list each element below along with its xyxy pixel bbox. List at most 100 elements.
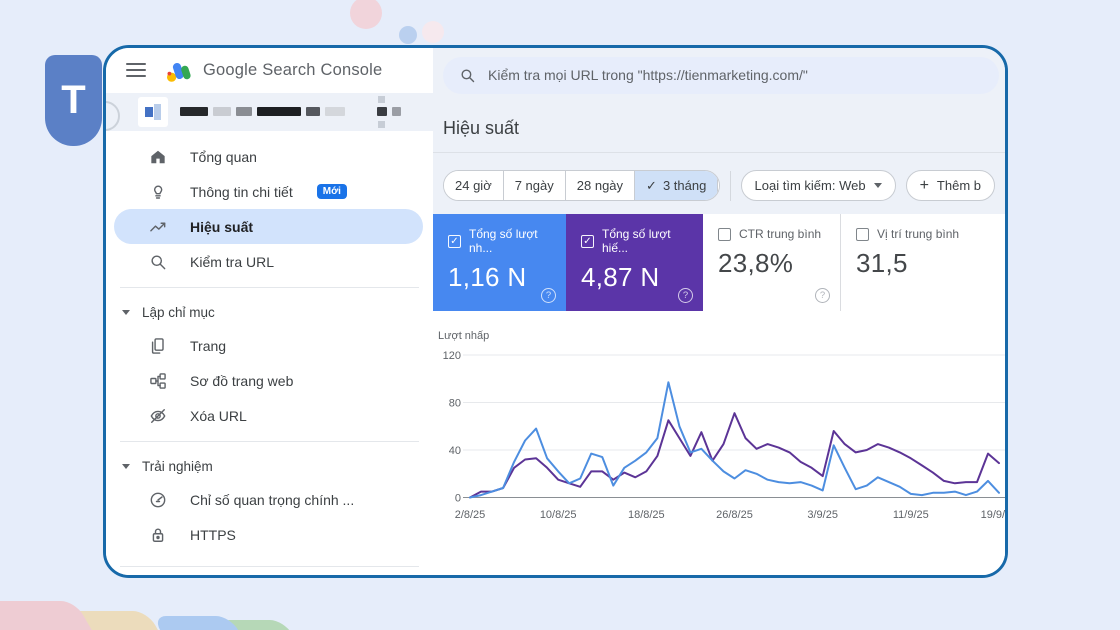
sitemap-icon (148, 371, 168, 391)
sidebar-item-https[interactable]: HTTPS (106, 517, 433, 552)
checkbox-checked-icon[interactable]: ✓ (448, 234, 461, 248)
main-panel: Kiểm tra mọi URL trong "https://tienmark… (433, 48, 1005, 575)
title-row: Hiệu suất (433, 102, 1005, 152)
url-inspect-search-input[interactable]: Kiểm tra mọi URL trong "https://tienmark… (443, 56, 999, 94)
section-lap-chi-muc[interactable]: Lập chỉ mục (106, 296, 433, 328)
range-7d-button[interactable]: 7 ngày (502, 171, 565, 200)
svg-text:11/9/25: 11/9/25 (893, 509, 929, 521)
search-type-filter-button[interactable]: Loại tìm kiếm: Web (740, 170, 896, 201)
metric-card-clicks[interactable]: ✓ Tổng số lượt nh... 1,16 N ? (433, 214, 566, 311)
brand-badge: T (45, 55, 102, 146)
chevron-down-icon (122, 463, 130, 469)
sidebar-item-label: Kiểm tra URL (190, 253, 275, 270)
decor-circle-pink (350, 0, 382, 29)
report-area: ✓ Tổng số lượt nh... 1,16 N ? ✓ Tổng số … (433, 214, 1005, 575)
sidebar-item-so-do-trang-web[interactable]: Sơ đồ trang web (106, 363, 433, 398)
eye-off-icon (148, 406, 168, 426)
menu-icon[interactable] (126, 59, 146, 81)
add-filter-button[interactable]: + Thêm b (905, 170, 995, 201)
help-glyph: ? (545, 290, 552, 301)
svg-text:Lượt nhấp: Lượt nhấp (438, 330, 489, 342)
metric-cards-row: ✓ Tổng số lượt nh... 1,16 N ? ✓ Tổng số … (433, 214, 1005, 311)
sidebar-item-label: Tổng quan (190, 148, 257, 165)
check-icon: ✓ (646, 177, 657, 193)
metric-value: 1,16 N (448, 262, 527, 292)
pixelation-artifact (378, 95, 385, 103)
help-glyph: ? (682, 290, 689, 301)
metric-card-position[interactable]: Vị trí trung bình 31,5 (840, 214, 1005, 311)
checkbox-unchecked-icon[interactable] (856, 227, 869, 241)
search-icon (148, 252, 168, 272)
search-type-label: Loại tìm kiếm: Web (754, 178, 866, 193)
speedometer-icon (148, 490, 168, 510)
svg-text:10/8/25: 10/8/25 (540, 509, 577, 521)
sidebar-item-trang[interactable]: Trang (106, 328, 433, 363)
performance-trend-icon (148, 217, 168, 237)
metric-card-ctr[interactable]: CTR trung bình 23,8% ? (703, 214, 840, 311)
sidebar-item-kiem-tra-url[interactable]: Kiểm tra URL (106, 244, 433, 279)
svg-text:19/9/25: 19/9/25 (981, 509, 1005, 521)
property-arc-decoration (106, 100, 120, 131)
metric-card-impressions[interactable]: ✓ Tổng số lượt hiế... 4,87 N ? (566, 214, 703, 311)
sidebar-item-xoa-url[interactable]: Xóa URL (106, 398, 433, 433)
page-title: Hiệu suất (443, 118, 520, 138)
range-28d-button[interactable]: 28 ngày (564, 171, 635, 200)
metric-label: Tổng số lượt hiế... (602, 227, 671, 255)
checkbox-unchecked-icon[interactable] (718, 227, 731, 241)
range-label: 28 ngày (576, 178, 624, 193)
filter-bar: 24 giờ 7 ngày 28 ngày ✓ 3 tháng Thêm Loạ… (433, 153, 1005, 205)
divider (433, 152, 1005, 153)
range-label: 7 ngày (514, 178, 554, 193)
top-search-row: Kiểm tra mọi URL trong "https://tienmark… (433, 48, 1005, 102)
help-icon[interactable]: ? (678, 288, 693, 303)
lock-icon (148, 525, 168, 545)
brand-badge-letter: T (61, 78, 86, 122)
search-console-logo-icon (167, 62, 191, 82)
pages-icon (148, 336, 168, 356)
metric-label: CTR trung bình (739, 227, 822, 241)
sidebar-item-chi-so-quan-trong[interactable]: Chỉ số quan trọng chính ... (106, 482, 433, 517)
property-selector[interactable] (106, 92, 433, 131)
section-title: Lập chỉ mục (142, 304, 215, 320)
app-title: Google Search Console (203, 60, 383, 79)
lightbulb-icon (148, 182, 168, 202)
property-name-redacted (180, 107, 401, 117)
sidebar-item-label: HTTPS (190, 526, 236, 543)
checkbox-checked-icon[interactable]: ✓ (581, 234, 594, 248)
sidebar-item-hieu-suat[interactable]: Hiệu suất (114, 209, 423, 244)
svg-text:40: 40 (449, 445, 461, 457)
chevron-down-icon (873, 183, 882, 188)
property-favicon (138, 96, 168, 127)
metric-label: Vị trí trung bình (877, 227, 960, 241)
sidebar-item-label: Sơ đồ trang web (190, 372, 294, 389)
help-icon[interactable]: ? (541, 288, 556, 303)
decor-circle-pale (422, 21, 444, 43)
section-trai-nghiem[interactable]: Trải nghiệm (106, 450, 433, 482)
sidebar-nav: Tổng quan Thông tin chi tiết Mới Hiệu su… (106, 131, 433, 575)
sidebar-item-label: Hiệu suất (190, 218, 254, 235)
divider (120, 441, 419, 442)
sidebar-item-label: Xóa URL (190, 407, 247, 424)
plus-icon: + (919, 176, 929, 194)
sidebar: Google Search Console (106, 48, 433, 575)
sidebar-item-tong-quan[interactable]: Tổng quan (106, 139, 433, 174)
sidebar-item-thong-tin-chi-tiet[interactable]: Thông tin chi tiết Mới (106, 174, 433, 209)
divider (120, 566, 419, 567)
new-badge: Mới (316, 184, 347, 199)
sidebar-item-label: Thông tin chi tiết (190, 183, 293, 200)
svg-text:26/8/25: 26/8/25 (716, 509, 753, 521)
sidebar-header: Google Search Console (106, 48, 433, 93)
search-icon (461, 68, 475, 82)
range-label: 24 giờ (455, 178, 492, 193)
performance-chart[interactable]: 0 40 80 120 Lượt nhấp 2/8/25 10/8/25 18/8/25 26/… (433, 325, 1005, 527)
svg-text:120: 120 (443, 350, 461, 362)
range-more-button[interactable]: Thêm (717, 171, 719, 200)
search-placeholder: Kiểm tra mọi URL trong "https://tienmark… (488, 67, 808, 83)
range-24h-button[interactable]: 24 giờ (444, 171, 503, 200)
range-3m-button[interactable]: ✓ 3 tháng (634, 171, 718, 200)
section-title: Trải nghiệm (142, 458, 213, 474)
help-icon[interactable]: ? (815, 288, 830, 303)
decor-circle-blue (399, 26, 417, 44)
metric-label: Tổng số lượt nh... (469, 227, 538, 255)
pixelation-artifact (378, 121, 385, 128)
